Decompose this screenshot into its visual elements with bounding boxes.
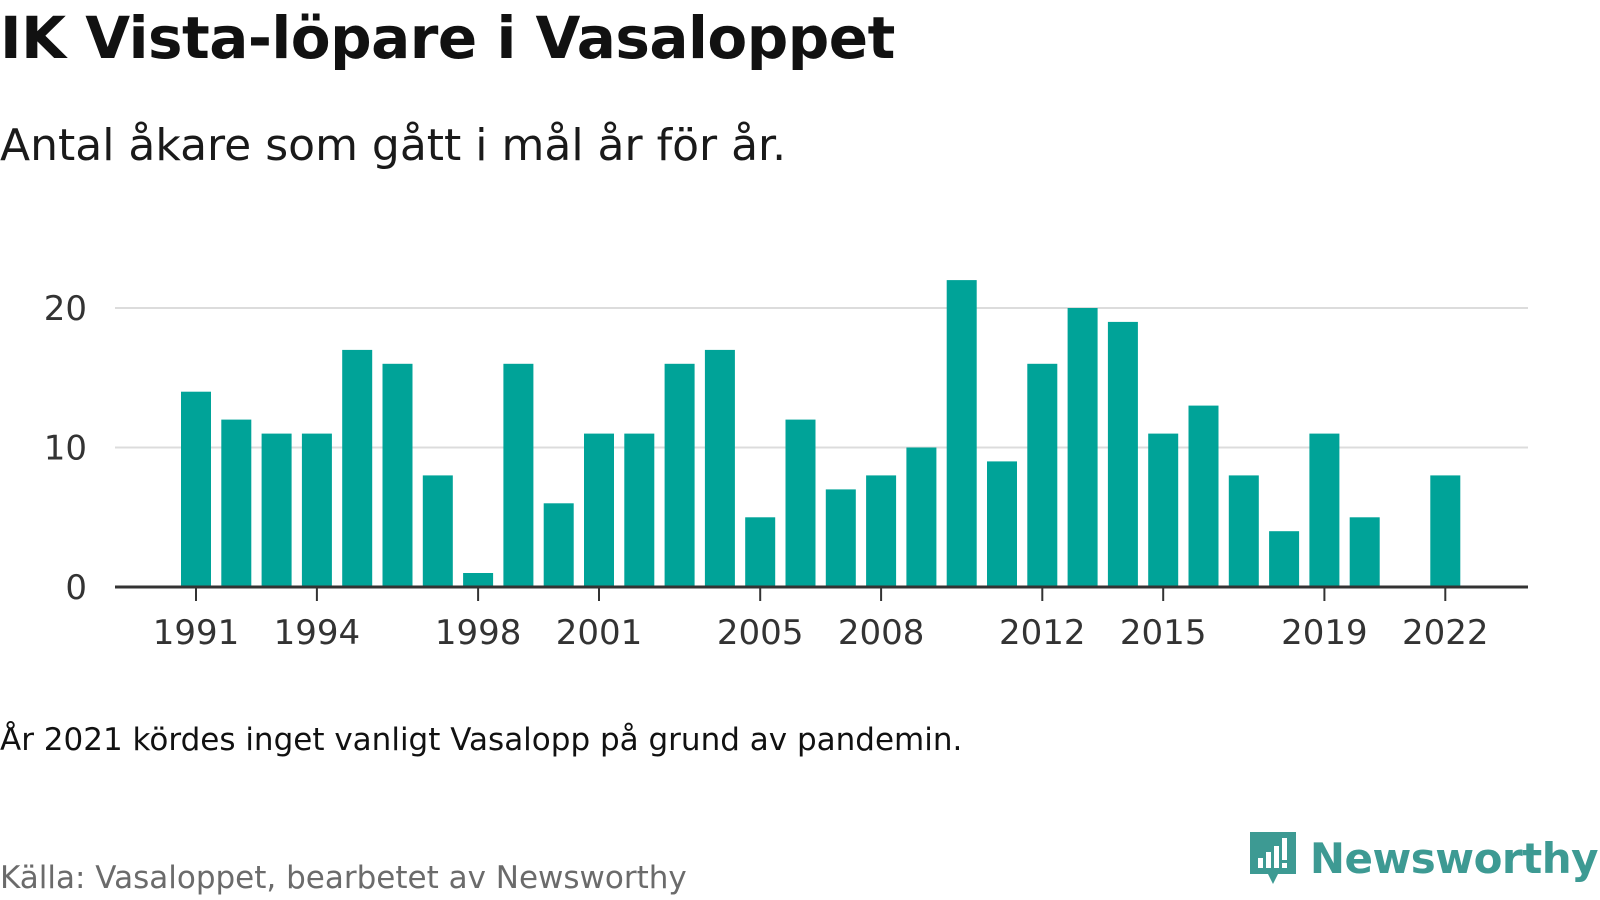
bar-2020 [1349, 517, 1380, 588]
footnote: År 2021 kördes inget vanligt Vasalopp på… [0, 722, 963, 758]
chart-title: IK Vista-löpare i Vasaloppet [0, 4, 895, 72]
bar-2007 [825, 489, 856, 587]
x-tick-label: 2008 [838, 613, 925, 653]
bar-2010 [946, 280, 977, 587]
bar-2015 [1148, 433, 1179, 587]
bar-2011 [987, 461, 1017, 587]
chart-subtitle: Antal åkare som gått i mål år för år. [0, 120, 787, 171]
bar-2001 [584, 433, 614, 587]
bar-2016 [1188, 405, 1219, 587]
x-tick-label: 2022 [1402, 613, 1489, 653]
y-tick-label: 0 [65, 568, 87, 608]
bar-2017 [1228, 475, 1259, 587]
bars [181, 280, 1461, 588]
y-tick-label: 20 [44, 289, 87, 329]
x-tick-label: 1994 [274, 613, 361, 653]
newsworthy-logo-icon [1248, 830, 1298, 886]
bar-1995 [342, 349, 373, 587]
x-axis-ticks: 1991 1994 1998 2001 2005 2008 2012 2015 2019 2022 [153, 587, 1489, 653]
bar-2022 [1430, 475, 1461, 587]
x-tick-label: 2019 [1281, 613, 1368, 653]
bar-2003 [664, 363, 695, 587]
x-tick-label: 1998 [435, 613, 522, 653]
newsworthy-brand: Newsworthy [1248, 830, 1599, 886]
bar-2018 [1269, 531, 1300, 587]
bar-2008 [866, 475, 897, 587]
bar-1991 [181, 391, 211, 587]
bar-2019 [1309, 433, 1340, 587]
y-axis-ticks: 0 10 20 [44, 289, 87, 608]
bar-1998 [463, 573, 494, 587]
y-tick-label: 10 [44, 429, 87, 469]
bar-2002 [624, 433, 655, 587]
bar-2012 [1027, 363, 1058, 587]
bar-2013 [1067, 308, 1098, 587]
source-credit: Källa: Vasaloppet, bearbetet av Newswort… [0, 860, 687, 896]
bar-1999 [503, 363, 534, 587]
bar-1996 [382, 363, 413, 587]
bar-2014 [1107, 321, 1138, 587]
x-tick-label: 2015 [1120, 613, 1207, 653]
bar-2006 [785, 419, 816, 587]
bar-2005 [745, 517, 776, 588]
x-tick-label: 2001 [556, 613, 643, 653]
bar-2009 [906, 447, 937, 587]
bar-1994 [301, 433, 332, 587]
x-tick-label: 1991 [153, 613, 240, 653]
bar-1992 [221, 419, 252, 587]
x-tick-label: 2012 [999, 613, 1086, 653]
newsworthy-wordmark: Newsworthy [1309, 833, 1599, 883]
bar-2004 [704, 349, 735, 587]
x-tick-label: 2005 [717, 613, 804, 653]
gridlines [115, 307, 1528, 449]
bar-1993 [261, 433, 292, 587]
bar-2000 [543, 503, 574, 587]
bar-1997 [422, 475, 453, 587]
